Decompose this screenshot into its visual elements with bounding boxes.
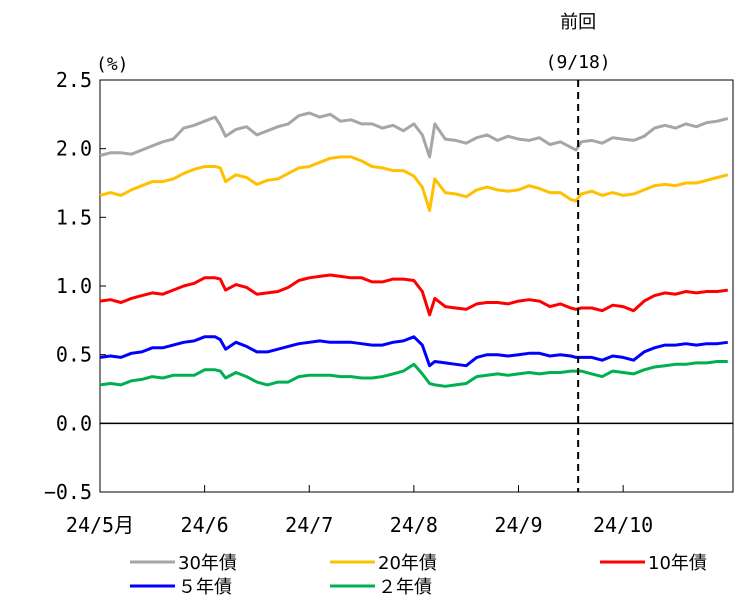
y-unit-label: (%) — [96, 54, 129, 75]
y-tick-label: 1.0 — [56, 274, 92, 298]
series-line — [99, 155, 729, 212]
x-tick-label: 24/7 — [285, 513, 333, 537]
annotation-title: 前回 — [560, 12, 596, 33]
y-axis: −0.5 0.0 0.5 1.0 1.5 2.0 2.5 — [44, 68, 106, 504]
series-line — [99, 360, 728, 388]
x-tick-label: 24/5月 — [66, 513, 134, 537]
legend: 30年債 20年債 10年債 ５年債 ２年債 — [130, 553, 707, 598]
series-line — [99, 335, 728, 368]
series-line — [99, 273, 728, 317]
x-tick-label: 24/10 — [593, 513, 653, 537]
y-tick-label: 2.0 — [56, 137, 92, 161]
legend-label: ２年債 — [378, 577, 432, 598]
x-axis: 24/5月 24/6 24/7 24/8 24/9 24/10 — [66, 485, 653, 537]
legend-label: ５年債 — [178, 577, 232, 598]
y-tick-label: 0.5 — [56, 343, 92, 367]
legend-label: 10年債 — [648, 553, 707, 574]
x-tick-label: 24/6 — [181, 513, 229, 537]
annotation-date: (9/18) — [546, 52, 611, 73]
y-tick-label: 0.0 — [56, 411, 92, 435]
legend-label: 30年債 — [178, 553, 237, 574]
previous-meeting-annotation: 前回 (9/18) — [546, 12, 611, 492]
x-tick-label: 24/9 — [494, 513, 542, 537]
x-tick-label: 24/8 — [390, 513, 438, 537]
series-lines — [99, 111, 729, 388]
legend-label: 20年債 — [378, 553, 437, 574]
y-tick-label: 1.5 — [56, 205, 92, 229]
series-line — [99, 111, 729, 159]
y-tick-label: 2.5 — [56, 68, 92, 92]
y-tick-label: −0.5 — [44, 480, 92, 504]
